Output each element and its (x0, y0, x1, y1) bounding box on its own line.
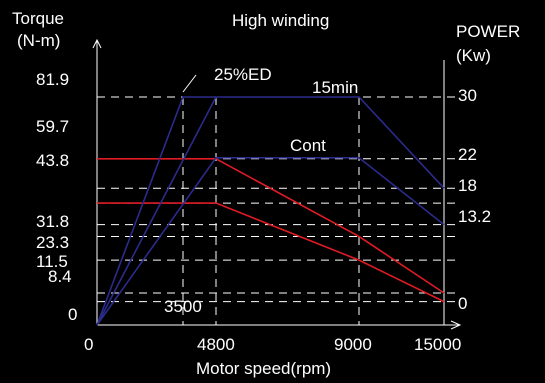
data-series (96, 96, 445, 326)
left-tick-label: 43.8 (36, 151, 69, 170)
left-tick-label: 81.9 (36, 70, 69, 89)
left-tick-label: 59.7 (36, 117, 69, 136)
x-axis-arrow-icon (450, 320, 462, 330)
annotation-cont: Cont (290, 136, 326, 155)
right-tick-label: 18 (458, 176, 477, 195)
left-tick-label: 11.5 (36, 252, 68, 271)
annotation-pointer (182, 74, 197, 93)
y-axis-arrow-icon (92, 38, 102, 49)
left-axis-label-line1: Torque (12, 9, 64, 28)
power-series-line (96, 157, 445, 326)
torque-series-line (97, 158, 445, 294)
right-tick-label: 22 (458, 145, 477, 164)
left-tick-label: 31.8 (36, 212, 69, 231)
chart-title: High winding (232, 11, 329, 30)
x-tick-label: 9000 (334, 335, 372, 354)
power-series-line (96, 96, 216, 326)
power-series-line (96, 96, 445, 326)
x-tick-label: 4800 (197, 335, 235, 354)
right-tick-label: 30 (458, 86, 477, 105)
left-tick-label: 0 (68, 305, 77, 324)
x-tick-label: 0 (84, 335, 93, 354)
left-axis-label-line2: (N-m) (17, 31, 60, 50)
right-tick-label: 13.2 (458, 207, 491, 226)
right-tick-label: 0 (458, 294, 467, 313)
annotation-25-ed: 25%ED (214, 65, 272, 84)
right-axis-label-line1: POWER (456, 22, 520, 41)
torque-series-line (97, 202, 445, 303)
x-axis-label: Motor speed(rpm) (196, 359, 331, 378)
left-tick-label: 8.4 (48, 267, 72, 286)
x-tick-label: 15000 (414, 335, 461, 354)
annotation-15-min: 15min (312, 78, 358, 97)
left-tick-label: 23.3 (36, 233, 69, 252)
right-axis-label-line2: (Kw) (456, 46, 491, 65)
